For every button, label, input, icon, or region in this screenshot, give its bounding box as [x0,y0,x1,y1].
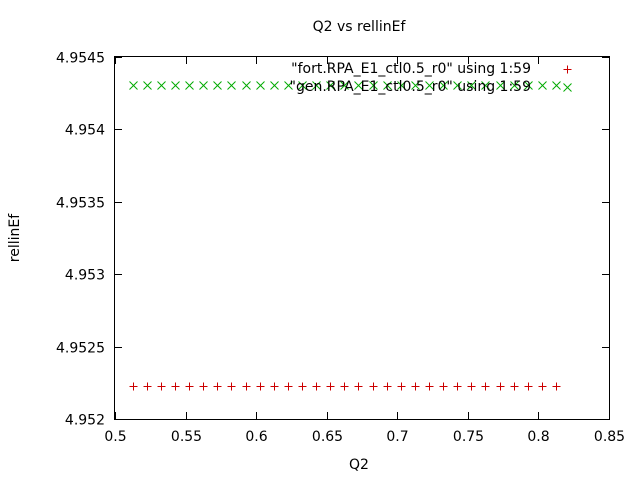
data-point [467,382,476,391]
x-tick-label: 0.85 [594,429,625,445]
data-point [453,382,462,391]
data-point [340,382,349,391]
y-tick-label: 4.9535 [56,196,105,212]
axis-ticks: 0.5 0.55 0.6 0.65 0.7 0.75 0.8 0.85 4.952 4.9525 4… [56,51,625,446]
data-point [227,81,236,90]
legend-marker-1 [563,65,572,74]
data-point [312,81,321,90]
data-point [538,81,547,90]
data-point [129,81,138,90]
data-point [298,382,307,391]
data-point [256,382,265,391]
y-tick-label: 4.953 [65,268,105,284]
data-point [312,382,321,391]
series-2 [129,81,561,90]
data-point [270,382,279,391]
data-point [524,81,533,90]
data-point [369,81,378,90]
series-1 [129,382,561,391]
data-point [397,81,406,90]
y-tick-label: 4.9525 [56,341,105,357]
data-point [213,382,222,391]
data-point [143,382,152,391]
data-point [439,81,448,90]
data-point [383,382,392,391]
data-point [354,81,363,90]
x-axis-label: Q2 [349,457,369,473]
data-point [326,81,335,90]
data-point [199,382,208,391]
data-point [143,81,152,90]
data-point [185,382,194,391]
data-point [467,81,476,90]
data-point [481,81,490,90]
data-point [298,81,307,90]
legend-label-2: "gen.RPA_E1_ctl0.5_r0" using 1:59 [290,79,531,95]
data-point [481,382,490,391]
legend: "fort.RPA_E1_ctl0.5_r0" using 1:59 "gen.R… [290,61,572,95]
data-point [538,382,547,391]
y-tick-label: 4.954 [65,123,105,139]
data-point [383,81,392,90]
data-point [270,81,279,90]
data-point [213,81,222,90]
data-point [171,382,180,391]
data-point [129,382,138,391]
data-point [369,382,378,391]
data-point [157,382,166,391]
data-point [552,382,561,391]
data-point [242,382,251,391]
data-point [284,382,293,391]
x-tick-label: 0.75 [453,429,484,445]
data-point [185,81,194,90]
x-tick-label: 0.6 [245,429,267,445]
data-point [397,382,406,391]
data-point [425,81,434,90]
data-point [326,382,335,391]
data-point [354,382,363,391]
x-tick-label: 0.8 [527,429,549,445]
data-point [227,382,236,391]
data-point [256,81,265,90]
data-point [171,81,180,90]
data-point [453,81,462,90]
data-point [411,382,420,391]
plot-frame [114,56,610,420]
legend-label-1: "fort.RPA_E1_ctl0.5_r0" using 1:59 [291,61,531,77]
data-point [510,382,519,391]
legend-marker-2 [563,83,572,92]
x-tick-label: 0.7 [386,429,408,445]
data-point [199,81,208,90]
data-point [439,382,448,391]
data-point [340,81,349,90]
x-tick-label: 0.65 [312,429,343,445]
chart-title: Q2 vs rellinEf [313,19,407,35]
data-point [524,382,533,391]
data-point [157,81,166,90]
y-tick-label: 4.9545 [56,51,105,67]
data-point [411,81,420,90]
x-tick-label: 0.55 [171,429,202,445]
data-point [496,382,505,391]
x-tick-label: 0.5 [104,429,126,445]
data-point [242,81,251,90]
data-points [129,81,561,391]
y-tick-label: 4.952 [65,413,105,429]
data-point [510,81,519,90]
y-axis-label: rellinEf [7,213,23,262]
data-point [284,81,293,90]
data-point [425,382,434,391]
data-point [496,81,505,90]
data-point [552,81,561,90]
